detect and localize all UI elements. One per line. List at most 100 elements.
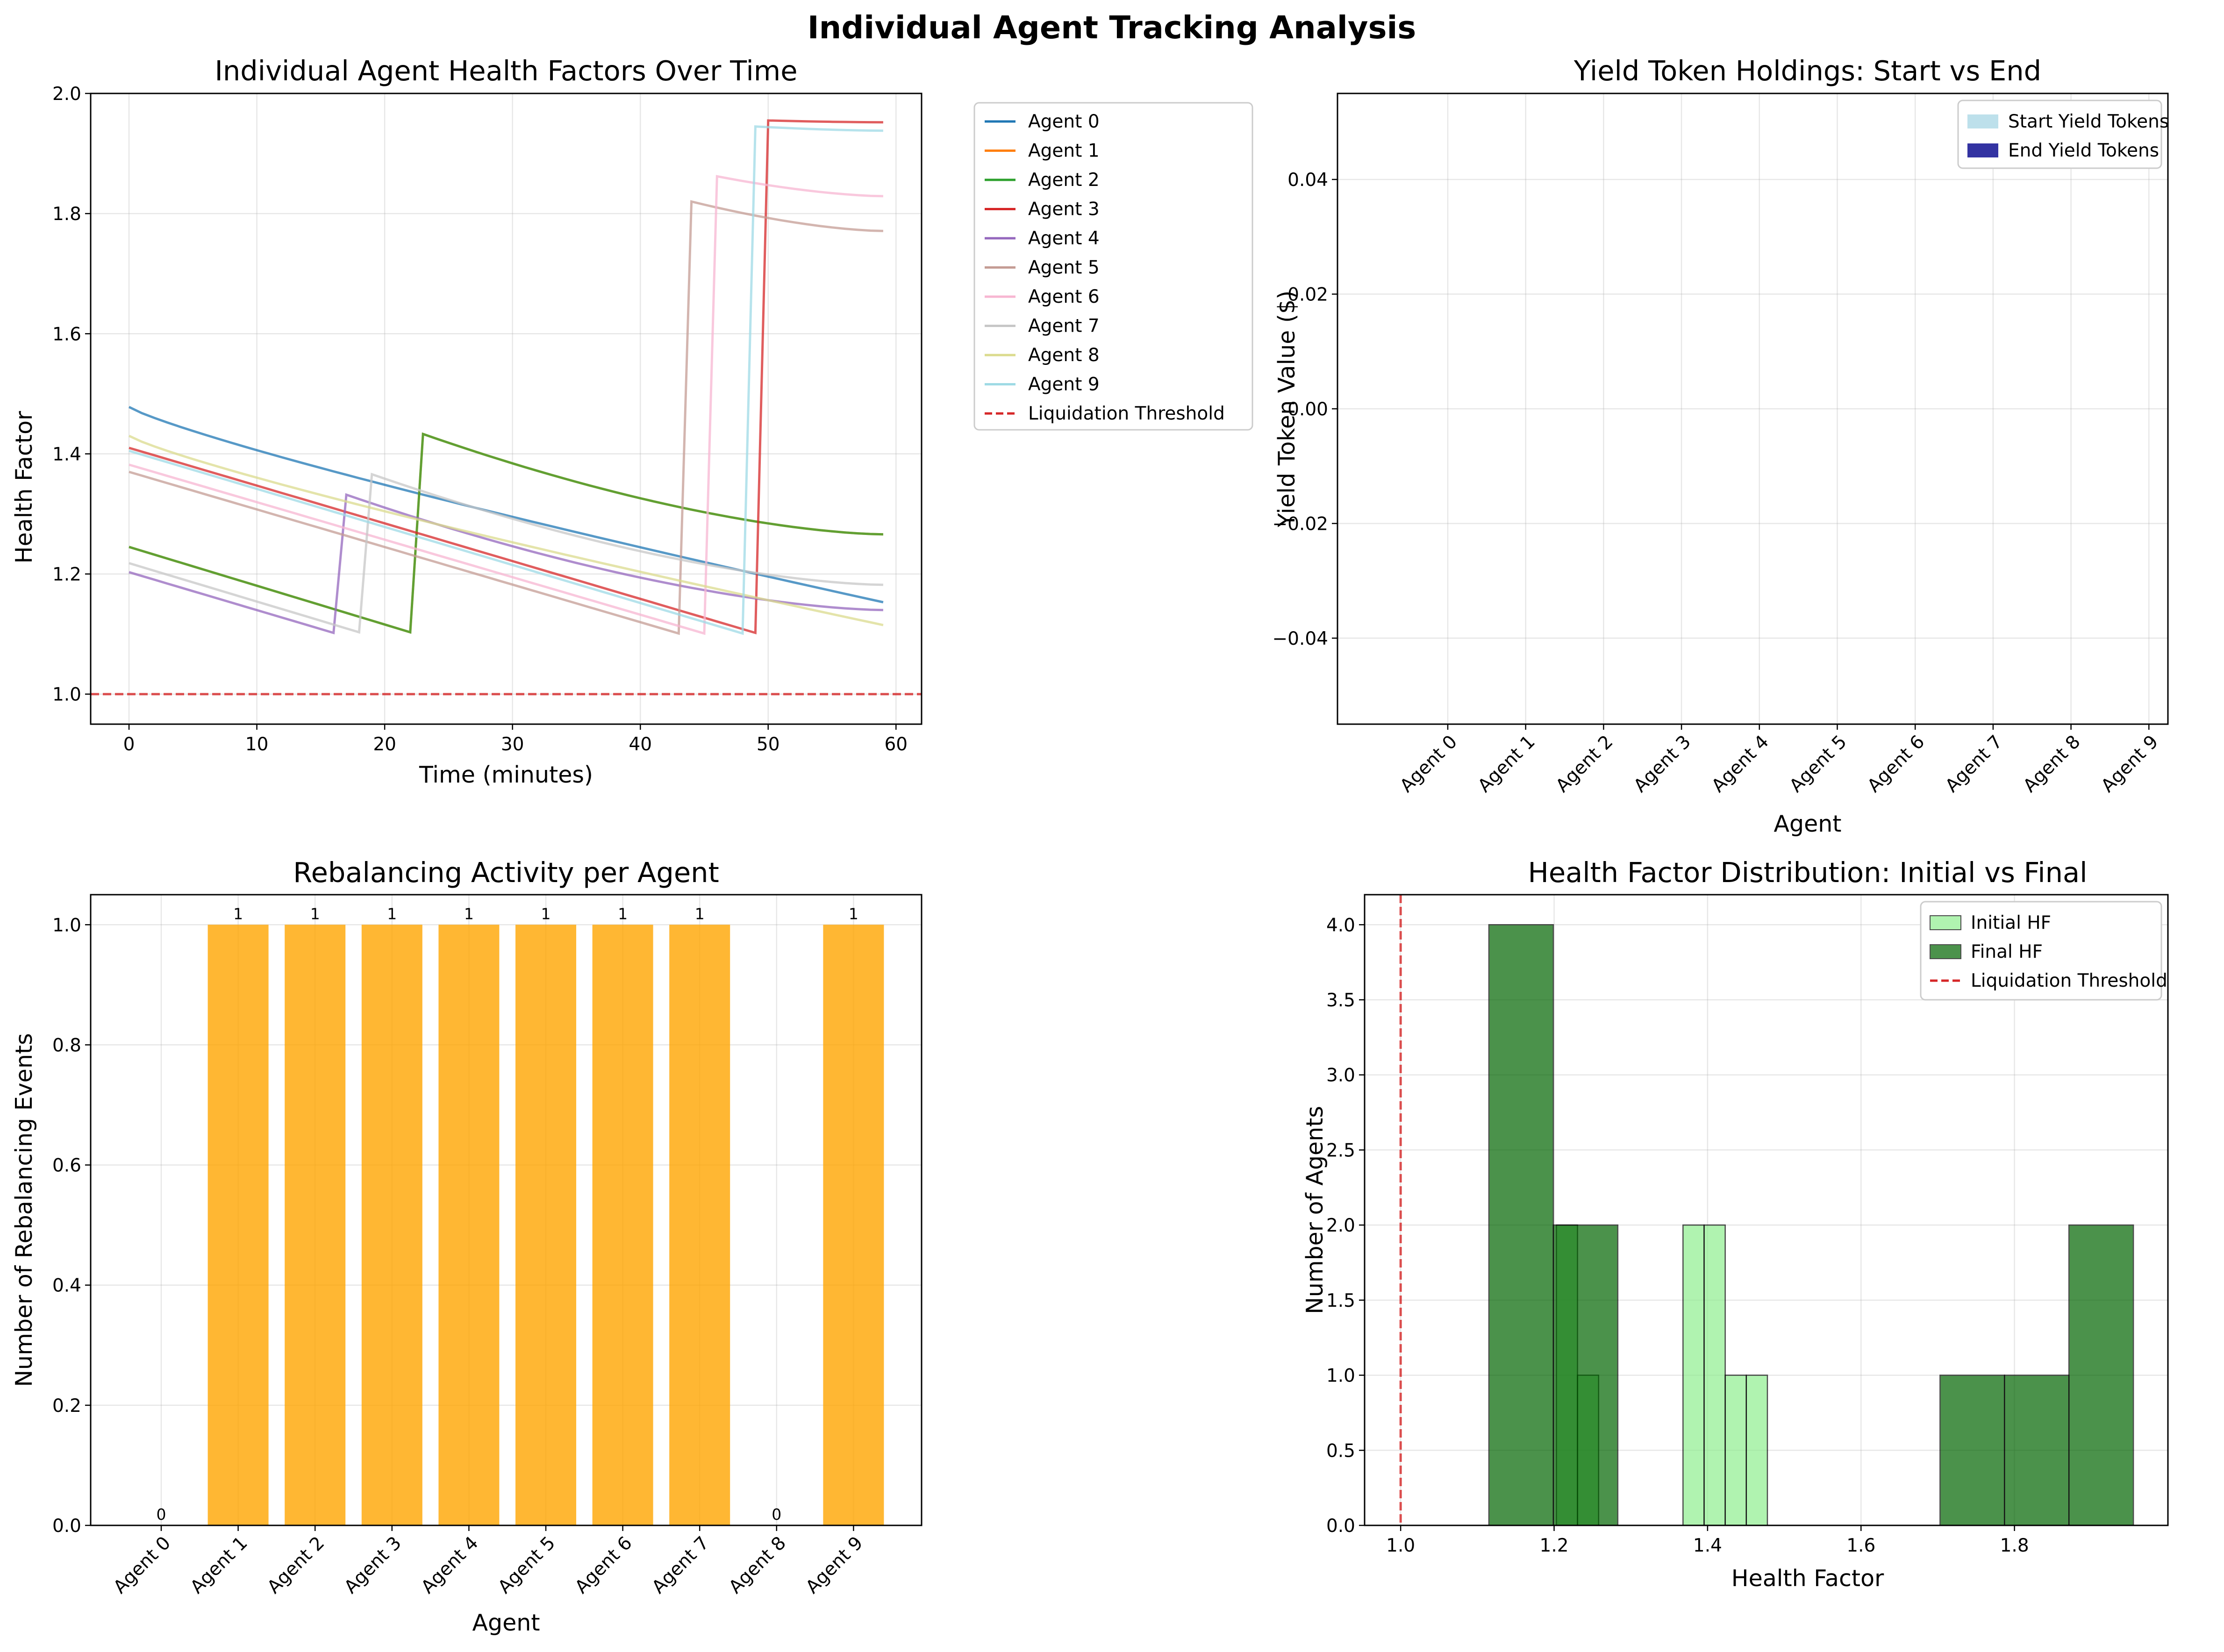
histogram-frame bbox=[1364, 894, 2169, 1526]
y-tick-label: 2.0 bbox=[1326, 1215, 1355, 1236]
legend-box bbox=[1920, 901, 2162, 1001]
x-tick-label: 30 bbox=[501, 734, 524, 755]
y-tick-label: 1.5 bbox=[1326, 1290, 1355, 1311]
legend-label: Final HF bbox=[1971, 941, 2043, 962]
y-tick-label: 4.0 bbox=[1326, 915, 1355, 936]
rebalancing-bar bbox=[361, 925, 422, 1525]
final-hf-bin bbox=[2068, 1224, 2134, 1526]
legend-label: End Yield Tokens bbox=[2008, 140, 2159, 161]
line-chart-x-label: Time (minutes) bbox=[419, 762, 593, 788]
y-tick-label: 3.0 bbox=[1326, 1065, 1355, 1086]
x-tick-label: 1.6 bbox=[1846, 1535, 1875, 1556]
y-tick-label: 0.2 bbox=[52, 1396, 81, 1417]
rebalancing-chart-title: Rebalancing Activity per Agent bbox=[293, 856, 719, 889]
line-chart-ticks: 0 10 20 30 40 50 60 1.0 1.2 1.4 1.6 1.8 2.0 bbox=[52, 84, 908, 755]
y-tick-label: 1.6 bbox=[52, 324, 81, 345]
x-tick-label: 60 bbox=[884, 734, 908, 755]
x-tick-label: 40 bbox=[629, 734, 652, 755]
y-tick-label: 1.4 bbox=[52, 444, 81, 465]
bar-data-label: 0 bbox=[157, 1505, 166, 1524]
health-factor-line-chart: Individual Agent Health Factors Over Tim… bbox=[11, 55, 1253, 788]
y-tick-label: −0.02 bbox=[1272, 513, 1328, 534]
x-tick-label: 20 bbox=[373, 734, 396, 755]
rebalancing-bar bbox=[515, 925, 576, 1525]
rebalancing-bar bbox=[669, 925, 730, 1525]
bar-data-label: 1 bbox=[695, 904, 705, 923]
rebalancing-bar bbox=[592, 925, 653, 1525]
initial-hf-bin bbox=[1682, 1224, 1705, 1526]
y-tick-label: 0.04 bbox=[1287, 170, 1328, 191]
rebalancing-bar bbox=[823, 925, 884, 1525]
legend-label: Agent 2 bbox=[1028, 170, 1100, 191]
legend-label: Initial HF bbox=[1971, 912, 2051, 933]
x-tick-label: 1.4 bbox=[1693, 1535, 1722, 1556]
line-chart-legend: Agent 0 Agent 1 Agent 2 Agent 3 Agent 4 Agent… bbox=[973, 102, 1253, 431]
y-tick-label: 0.8 bbox=[52, 1035, 81, 1056]
final-hf-bin bbox=[1552, 1224, 1619, 1526]
y-tick-label: 0.4 bbox=[52, 1275, 81, 1296]
agent-series-line bbox=[129, 434, 884, 627]
legend-label: Liquidation Threshold bbox=[1028, 403, 1225, 424]
x-tick-label: 50 bbox=[757, 734, 780, 755]
yield-chart-plot-area bbox=[1337, 93, 2168, 724]
legend-swatch bbox=[1930, 944, 1961, 959]
y-tick-label: 0.6 bbox=[52, 1155, 81, 1176]
bar-data-label: 1 bbox=[541, 904, 551, 923]
rebalancing-bar bbox=[207, 925, 269, 1525]
histogram-plot-area bbox=[1365, 895, 2168, 1526]
x-tick-label: 10 bbox=[245, 734, 269, 755]
y-tick-label: 0.0 bbox=[52, 1516, 81, 1537]
legend-label: Agent 7 bbox=[1028, 316, 1100, 337]
legend-label: Agent 6 bbox=[1028, 286, 1100, 307]
yield-chart-frame bbox=[1337, 93, 2169, 725]
agent-series-line bbox=[129, 175, 883, 635]
histogram-y-label: Number of Agents bbox=[1302, 1106, 1328, 1314]
line-chart-title: Individual Agent Health Factors Over Tim… bbox=[215, 55, 797, 87]
legend-swatch bbox=[1967, 143, 1998, 157]
rebalancing-bar bbox=[285, 925, 346, 1525]
bar-data-label: 1 bbox=[618, 904, 628, 923]
y-tick-label: 1.8 bbox=[52, 204, 81, 225]
rebalancing-chart-plot-area: 0 1 1 1 1 1 1 1 0 1 bbox=[91, 895, 922, 1526]
y-tick-label: 0.02 bbox=[1287, 285, 1328, 306]
initial-hf-bin bbox=[1745, 1374, 1768, 1526]
health-factor-histogram: Health Factor Distribution: Initial vs F… bbox=[1302, 856, 2169, 1592]
legend-label: Agent 8 bbox=[1028, 345, 1100, 366]
final-hf-bin bbox=[1939, 1374, 2005, 1526]
y-tick-label: 1.2 bbox=[52, 564, 81, 585]
y-tick-label: 1.0 bbox=[52, 684, 81, 705]
y-tick-label: 1.0 bbox=[1326, 1366, 1355, 1387]
x-tick-label: 1.2 bbox=[1540, 1535, 1569, 1556]
final-hf-bin bbox=[2004, 1374, 2070, 1526]
histogram-x-label: Health Factor bbox=[1731, 1565, 1884, 1592]
x-tick-label: 1.8 bbox=[2000, 1535, 2029, 1556]
legend-box bbox=[1957, 100, 2162, 169]
legend-box bbox=[973, 102, 1253, 431]
agent-series-line bbox=[129, 472, 883, 634]
agent-series-line bbox=[129, 200, 883, 635]
initial-hf-bin bbox=[1724, 1374, 1747, 1526]
y-tick-label: 2.0 bbox=[52, 84, 81, 105]
figure-title: Individual Agent Tracking Analysis bbox=[808, 9, 1416, 46]
legend-label: Agent 3 bbox=[1028, 199, 1100, 220]
rebalancing-chart-y-label: Number of Rebalancing Events bbox=[11, 1033, 37, 1387]
yield-chart-y-label: Yield Token Value ($) bbox=[1273, 291, 1300, 528]
legend-label: Agent 5 bbox=[1028, 257, 1100, 278]
histogram-title: Health Factor Distribution: Initial vs F… bbox=[1528, 856, 2087, 889]
legend-label: Agent 1 bbox=[1028, 141, 1100, 162]
legend-label: Liquidation Threshold bbox=[1971, 970, 2167, 991]
y-tick-label: 0.0 bbox=[1326, 1516, 1355, 1537]
line-chart-frame bbox=[90, 93, 922, 725]
rebalancing-bar bbox=[438, 925, 500, 1525]
bar-data-label: 1 bbox=[464, 904, 474, 923]
legend-label: Agent 4 bbox=[1028, 228, 1100, 249]
yield-chart-legend: Start Yield Tokens End Yield Tokens bbox=[1957, 100, 2169, 169]
rebalancing-bar-chart: Rebalancing Activity per Agent Agent Num… bbox=[11, 856, 922, 1636]
histogram-legend: Initial HF Final HF Liquidation Threshold bbox=[1920, 901, 2167, 1001]
legend-swatch bbox=[1967, 114, 1998, 128]
initial-hf-bin bbox=[1703, 1224, 1726, 1526]
y-tick-label: 2.5 bbox=[1326, 1140, 1355, 1161]
x-tick-label: 1.0 bbox=[1386, 1535, 1415, 1556]
x-tick-label: 0 bbox=[123, 734, 135, 755]
